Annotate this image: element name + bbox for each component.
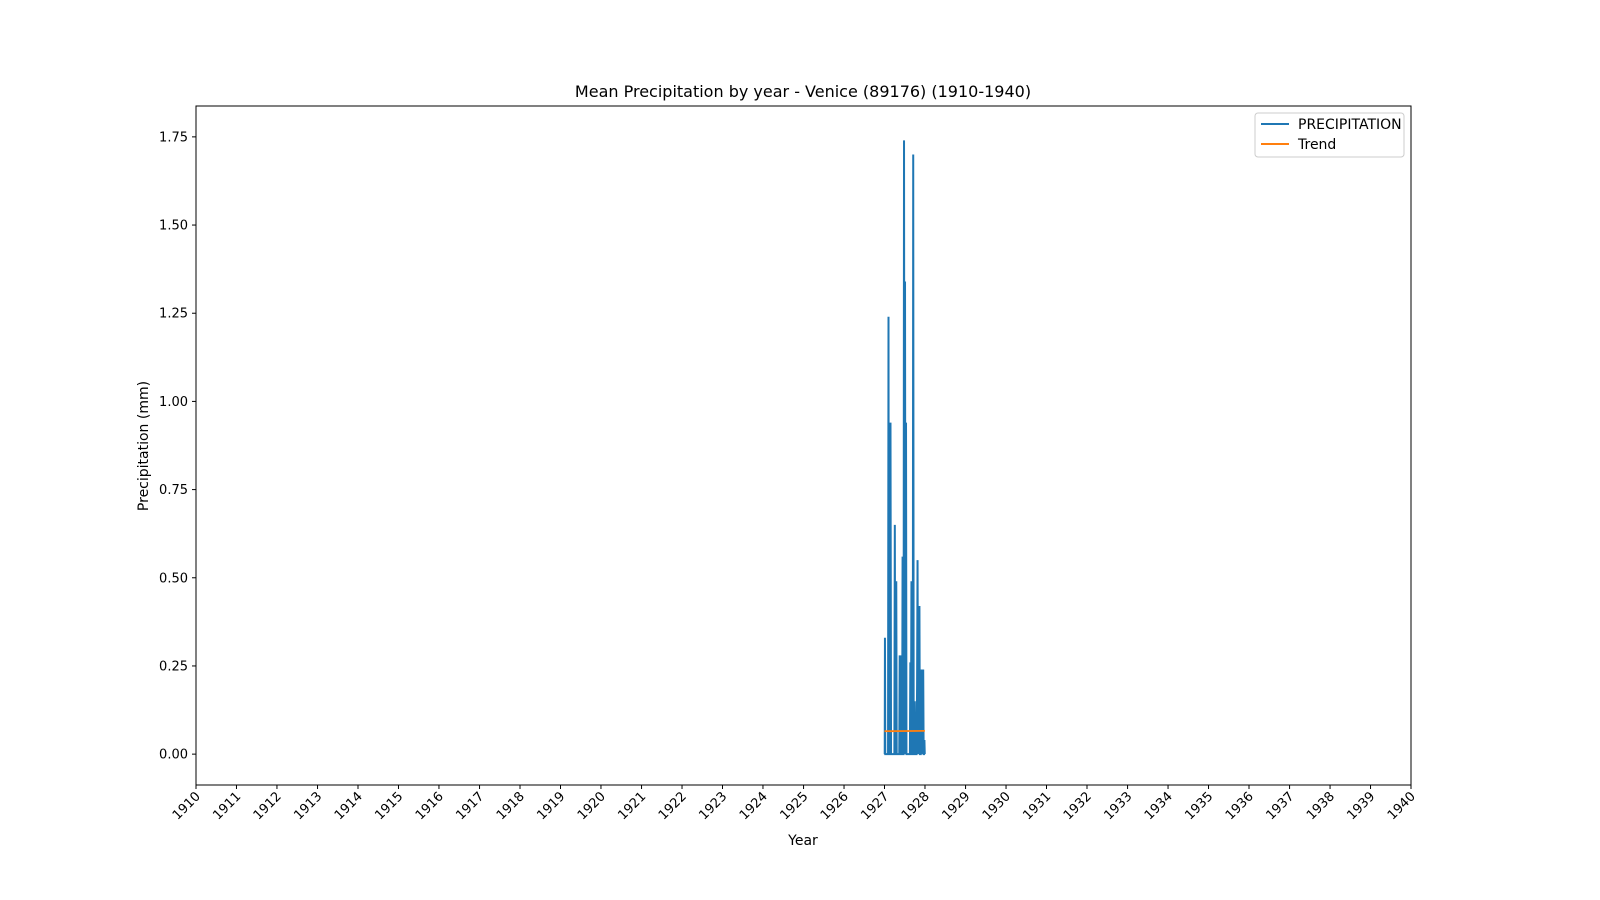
y-tick-label: 1.00 bbox=[159, 395, 188, 410]
x-axis: 1910 1911 1912 1913 1914 1915 1916 1917 1918 1919… bbox=[170, 785, 1419, 823]
x-tick-label: 1920 bbox=[575, 789, 609, 823]
x-tick-label: 1932 bbox=[1061, 789, 1095, 823]
x-tick-label: 1912 bbox=[251, 789, 285, 823]
x-tick-label: 1915 bbox=[372, 789, 406, 823]
x-axis-label: Year bbox=[787, 833, 818, 849]
x-tick-label: 1934 bbox=[1142, 789, 1176, 823]
y-tick-label: 0.50 bbox=[159, 571, 188, 586]
legend-box bbox=[1254, 112, 1405, 158]
chart-title: Mean Precipitation by year - Venice (891… bbox=[575, 82, 1031, 101]
legend-label: Trend bbox=[1297, 137, 1336, 153]
y-tick-label: 1.50 bbox=[159, 219, 188, 234]
x-tick-label: 1910 bbox=[170, 789, 204, 823]
x-tick-label: 1930 bbox=[980, 789, 1014, 823]
legend-label: PRECIPITATION bbox=[1298, 117, 1402, 133]
plot-frame bbox=[195, 105, 1412, 786]
x-tick-label: 1937 bbox=[1263, 789, 1297, 823]
x-tick-label: 1923 bbox=[696, 789, 730, 823]
x-tick-label: 1918 bbox=[494, 789, 528, 823]
legend: PRECIPITATION Trend bbox=[1254, 112, 1405, 158]
x-tick-label: 1933 bbox=[1101, 789, 1135, 823]
x-tick-label: 1913 bbox=[291, 789, 325, 823]
x-tick-label: 1924 bbox=[737, 789, 771, 823]
series-layer bbox=[883, 140, 926, 756]
series-line-precipitation bbox=[883, 140, 926, 756]
x-tick-label: 1939 bbox=[1344, 789, 1378, 823]
x-tick-label: 1919 bbox=[534, 789, 568, 823]
x-tick-label: 1926 bbox=[818, 789, 852, 823]
x-tick-label: 1917 bbox=[453, 789, 487, 823]
y-axis: 0.00 0.25 0.50 0.75 1.00 1.25 1.50 1.75 bbox=[159, 130, 196, 763]
x-tick-label: 1914 bbox=[332, 789, 366, 823]
x-tick-label: 1938 bbox=[1304, 789, 1338, 823]
x-tick-label: 1911 bbox=[210, 789, 244, 823]
x-tick-label: 1922 bbox=[656, 789, 690, 823]
x-tick-label: 1916 bbox=[413, 789, 447, 823]
x-tick-label: 1928 bbox=[899, 789, 933, 823]
y-axis-label: Precipitation (mm) bbox=[136, 381, 152, 511]
x-tick-label: 1940 bbox=[1385, 789, 1419, 823]
y-tick-label: 0.00 bbox=[159, 748, 188, 763]
x-tick-label: 1936 bbox=[1223, 789, 1257, 823]
x-tick-label: 1921 bbox=[615, 789, 649, 823]
y-tick-label: 0.25 bbox=[159, 659, 188, 674]
x-tick-label: 1931 bbox=[1020, 789, 1054, 823]
y-tick-label: 0.75 bbox=[159, 483, 188, 498]
x-tick-label: 1929 bbox=[939, 789, 973, 823]
y-tick-label: 1.25 bbox=[159, 307, 188, 322]
x-tick-label: 1935 bbox=[1182, 789, 1216, 823]
x-tick-label: 1925 bbox=[777, 789, 811, 823]
y-tick-label: 1.75 bbox=[159, 130, 188, 145]
x-tick-label: 1927 bbox=[858, 789, 892, 823]
